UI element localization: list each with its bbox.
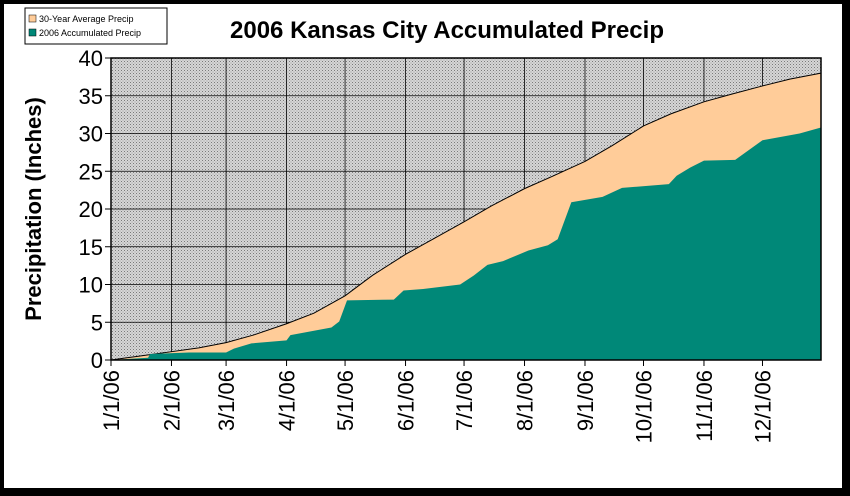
x-tick-label: 11/1/06	[692, 370, 717, 442]
x-tick-label: 4/1/06	[275, 370, 300, 431]
x-tick-label: 2/1/06	[159, 370, 184, 431]
x-tick-label: 3/1/06	[214, 370, 239, 431]
y-tick-label: 15	[79, 235, 103, 260]
y-tick-label: 0	[91, 348, 103, 373]
y-tick-label: 30	[79, 122, 103, 147]
chart-title: 2006 Kansas City Accumulated Precip	[230, 17, 664, 44]
y-tick-label: 5	[91, 310, 103, 335]
x-tick-label: 9/1/06	[573, 370, 598, 431]
legend-label-average: 30-Year Average Precip	[39, 14, 134, 24]
y-tick-label: 10	[79, 273, 103, 298]
y-axis: 0 5 10 15 20 25 30 35 40	[79, 46, 111, 373]
series-area-accumulated	[111, 127, 821, 361]
x-tick-label: 6/1/06	[394, 370, 419, 431]
x-tick-label: 7/1/06	[452, 370, 477, 431]
y-tick-label: 40	[79, 46, 103, 71]
x-tick-label: 8/1/06	[513, 370, 538, 431]
x-tick-label: 12/1/06	[750, 370, 775, 443]
y-axis-label: Precipitation (Inches)	[21, 97, 46, 321]
x-axis: 1/1/06 2/1/06 3/1/06 4/1/06 5/1/06 6/1/06 7/1/…	[99, 360, 775, 443]
y-tick-label: 35	[79, 84, 103, 109]
series-areas	[110, 72, 822, 361]
x-tick-label: 1/1/06	[99, 370, 124, 431]
legend: 30-Year Average Precip 2006 Accumulated …	[24, 7, 168, 45]
chart-frame: 30-Year Average Precip 2006 Accumulated …	[4, 4, 842, 488]
y-tick-label: 25	[79, 159, 103, 184]
legend-label-accumulated: 2006 Accumulated Precip	[39, 28, 141, 38]
y-tick-label: 20	[79, 197, 103, 222]
x-tick-label: 5/1/06	[333, 370, 358, 431]
precip-chart: 30-Year Average Precip 2006 Accumulated …	[21, 7, 822, 443]
legend-swatch-accumulated	[28, 28, 37, 37]
legend-swatch-average	[28, 14, 37, 23]
x-tick-label: 10/1/06	[632, 370, 657, 443]
